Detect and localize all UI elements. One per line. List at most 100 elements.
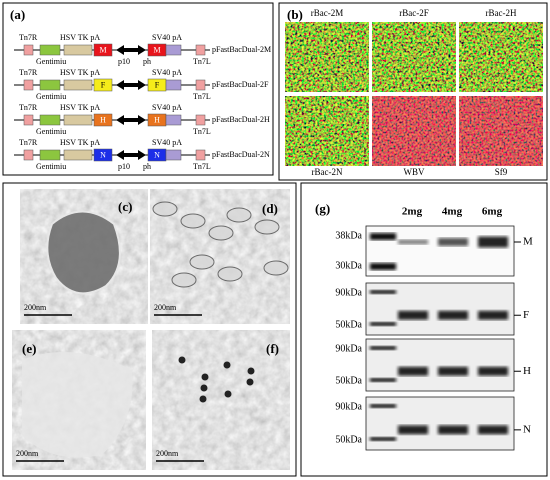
panel-a-frame (2, 2, 274, 176)
particle (199, 395, 207, 403)
lane-label: 6mg (482, 206, 503, 218)
particle (224, 390, 232, 398)
tk-box (63, 79, 93, 91)
gene-label: M (99, 45, 106, 54)
sv40-label: SV40 pA (152, 138, 182, 147)
em-label: (f) (266, 341, 279, 356)
sample-band (478, 236, 508, 248)
p10-arrow (116, 115, 136, 125)
protein-label: H (523, 365, 531, 377)
gene-label: M (153, 45, 160, 54)
tn7l-box (195, 44, 206, 56)
marker-label: Gentimiu (36, 127, 66, 136)
protein-label: M (523, 236, 533, 248)
promoter-label: ph (143, 162, 151, 171)
marker-label: Gentimiu (36, 162, 66, 171)
sample-band (478, 310, 508, 320)
tn7r-box (23, 149, 34, 161)
protein-label: F (523, 309, 529, 321)
particle (223, 361, 231, 369)
scale-label: 200nm (154, 303, 177, 312)
construct-name: pFastBacDual-2M (212, 45, 271, 54)
cell-image (459, 96, 543, 166)
construct-name: pFastBacDual-2N (212, 150, 270, 159)
tn7l-box (195, 149, 206, 161)
lane-label: 4mg (442, 206, 463, 218)
ladder-band (370, 404, 396, 408)
sv40-box (165, 79, 182, 91)
gene-box (93, 148, 113, 162)
em-label: (e) (22, 341, 36, 356)
sample-band (438, 366, 468, 376)
sample-band (478, 425, 508, 435)
cell-image (372, 22, 456, 92)
marker-label: 50kDa (335, 319, 362, 330)
tk-label: HSV TK pA (60, 138, 100, 147)
marker-label: 50kDa (335, 375, 362, 386)
em-image (152, 330, 290, 470)
tn7r-label: Tn7R (19, 68, 38, 77)
tk-label: HSV TK pA (60, 103, 100, 112)
particle (254, 219, 280, 235)
gent-box (39, 79, 61, 91)
sample-band (478, 366, 508, 376)
well-label: rBac-2N (312, 167, 343, 177)
p10-arrow (116, 80, 136, 90)
gent-box (39, 44, 61, 56)
p10-arrow (116, 150, 136, 160)
panel-label: (b) (287, 7, 303, 22)
sample-band (438, 425, 468, 435)
ph-arrow (128, 150, 146, 160)
gene-label: F (101, 80, 106, 89)
sample-band (398, 310, 428, 320)
ladder-band (370, 378, 396, 382)
ladder-band (370, 263, 396, 270)
em-label: (c) (118, 199, 132, 214)
sample-band (438, 238, 468, 246)
well-label: Sf9 (495, 167, 508, 177)
marker-label: Gentimiu (36, 57, 66, 66)
particle (201, 373, 209, 381)
gene-box (93, 113, 113, 127)
well-label: rBac-2M (311, 8, 344, 18)
cell-image (459, 22, 543, 92)
sample-band (398, 425, 428, 435)
particle (247, 367, 255, 375)
end-label: Tn7L (193, 127, 211, 136)
marker-label: Gentimiu (36, 92, 66, 101)
cell-image (285, 96, 369, 166)
particle (178, 356, 186, 364)
panel-label: (a) (10, 7, 25, 22)
sv40-label: SV40 pA (152, 68, 182, 77)
tn7l-box (195, 79, 206, 91)
construct-name: pFastBacDual-2H (212, 115, 270, 124)
panel-g-frame (300, 182, 548, 477)
ladder-band (370, 322, 396, 326)
gene-label: H (100, 115, 106, 124)
gent-box (39, 114, 61, 126)
end-label: Tn7L (193, 57, 211, 66)
tk-label: HSV TK pA (60, 33, 100, 42)
cell-image (372, 96, 456, 166)
sv40-label: SV40 pA (152, 103, 182, 112)
sv40-box (165, 114, 182, 126)
p10-arrow (116, 45, 136, 55)
marker-label: 90kDa (335, 401, 362, 412)
tn7r-box (23, 79, 34, 91)
tk-box (63, 114, 93, 126)
em-label: (d) (262, 201, 278, 216)
particle (263, 260, 289, 276)
tn7r-label: Tn7R (19, 138, 38, 147)
marker-label: 50kDa (335, 434, 362, 445)
ph-arrow (128, 45, 146, 55)
gene-box (93, 43, 113, 57)
tn7r-box (23, 44, 34, 56)
marker-label: 90kDa (335, 287, 362, 298)
marker-label: 90kDa (335, 343, 362, 354)
lane-label: 2mg (402, 206, 423, 218)
promoter-label: p10 (118, 57, 130, 66)
well-label: WBV (404, 167, 425, 177)
sample-band (398, 239, 428, 245)
